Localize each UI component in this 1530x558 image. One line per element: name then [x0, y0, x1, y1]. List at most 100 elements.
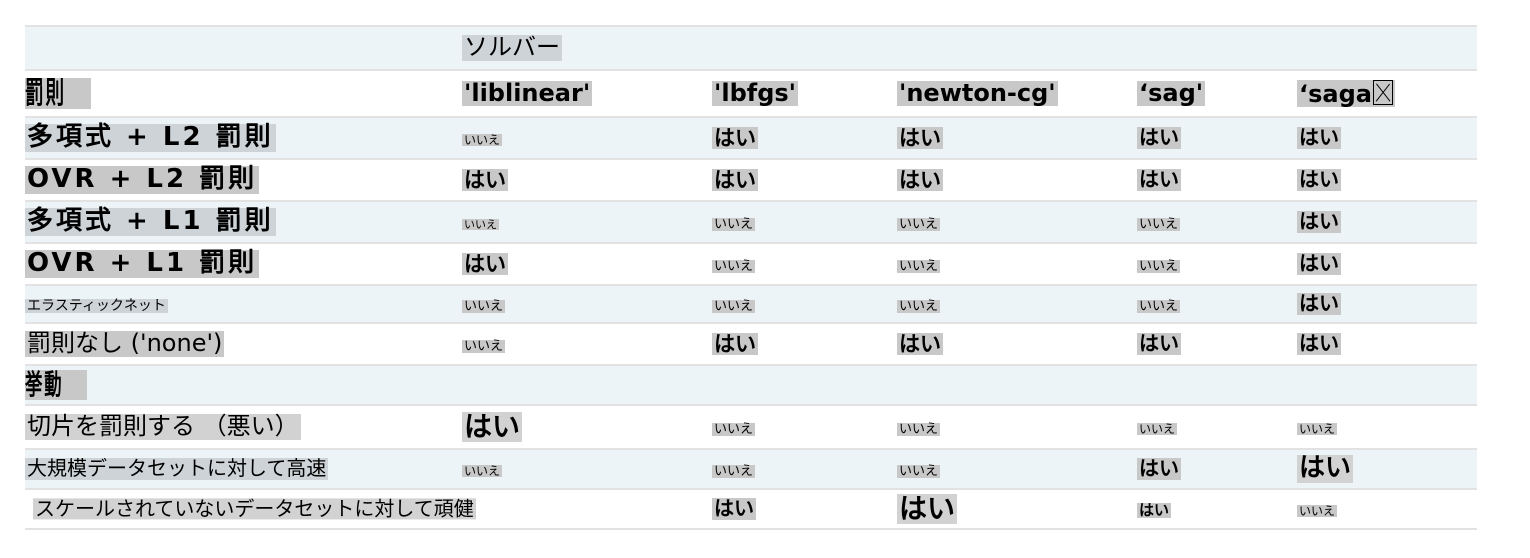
- value-cell-liblinear: [462, 488, 712, 530]
- value-cell-newton-cg: はい: [897, 158, 1137, 201]
- cell-value: はい: [712, 331, 758, 356]
- cell-value: いいえ: [462, 298, 506, 314]
- cell-value: いいえ: [462, 132, 503, 147]
- value-cell-sag: いいえ: [1137, 242, 1297, 285]
- table-row: スケールされていないデータセットに対して頑健 はい はい はい いいえ: [25, 488, 1477, 530]
- value-cell-sag: いいえ: [1137, 404, 1297, 449]
- cell-value: はい: [1297, 125, 1341, 150]
- cell-value: はい: [1297, 209, 1341, 234]
- cell-value: いいえ: [462, 463, 503, 478]
- cell-value: いいえ: [897, 258, 941, 274]
- cell-header-sag: ‘sag': [1137, 69, 1297, 117]
- value-cell-sag: はい: [1137, 488, 1297, 530]
- value-cell-sag: はい: [1137, 116, 1297, 159]
- column-header-saga: ‘saga: [1297, 79, 1396, 108]
- value-cell-liblinear: はい: [462, 158, 712, 201]
- row-label: 罰則なし ('none'): [25, 329, 225, 358]
- row-label: スケールされていないデータセットに対して頑健: [33, 496, 476, 521]
- section-heading-behavior: 挙動: [25, 370, 64, 400]
- cell-value: はい: [897, 331, 943, 356]
- cell-value: いいえ: [462, 217, 499, 231]
- value-cell-saga: はい: [1297, 448, 1477, 489]
- column-header-lbfgs: 'lbfgs': [712, 78, 799, 107]
- cell-value: はい: [1137, 331, 1181, 356]
- cell-blank-0-2: [712, 25, 897, 70]
- table-row-column-headers: 罰則 'liblinear' 'lbfgs' 'newton-cg' ‘sag'…: [25, 69, 1477, 117]
- cell-value: はい: [462, 410, 523, 444]
- cell-value: はい: [1137, 125, 1181, 150]
- value-cell-sag: はい: [1137, 448, 1297, 489]
- row-label: 多項式 + L1 罰則: [25, 206, 276, 237]
- row-label: エラスティックネット: [25, 297, 168, 314]
- row-label: 大規模データセットに対して高速: [25, 456, 329, 481]
- value-cell-sag: はい: [1137, 322, 1297, 365]
- value-cell-saga: はい: [1297, 116, 1477, 159]
- row-label-cell: エラスティックネット: [25, 284, 462, 323]
- cell-value: いいえ: [1137, 421, 1178, 436]
- cell-empty-corner: [25, 25, 462, 70]
- row-label-cell: 多項式 + L1 罰則: [25, 200, 462, 243]
- cell-value: いいえ: [897, 298, 941, 314]
- value-cell-newton-cg: いいえ: [897, 404, 1137, 449]
- cell-header-row-label: 罰則: [25, 69, 462, 117]
- cell-blank-0-4: [1137, 25, 1297, 70]
- table-row: 多項式 + L1 罰則 いいえ いいえ いいえ いいえ はい: [25, 200, 1477, 243]
- value-cell-sag: いいえ: [1137, 284, 1297, 323]
- cell-value: はい: [1297, 453, 1354, 484]
- value-cell-liblinear: はい: [462, 404, 712, 449]
- solver-group-label: ソルバー: [462, 33, 562, 62]
- cell-blank-8-2: [712, 364, 897, 405]
- value-cell-liblinear: いいえ: [462, 200, 712, 243]
- value-cell-saga: はい: [1297, 284, 1477, 323]
- table-row: 罰則なし ('none') いいえ はい はい はい はい: [25, 322, 1477, 365]
- cell-blank-8-1: [462, 364, 712, 405]
- value-cell-newton-cg: はい: [897, 488, 1137, 530]
- table-row-solver-group: ソルバー: [25, 25, 1477, 70]
- cell-value: いいえ: [462, 338, 506, 354]
- value-cell-liblinear: いいえ: [462, 448, 712, 489]
- value-cell-liblinear: いいえ: [462, 322, 712, 365]
- row-label: 多項式 + L2 罰則: [25, 122, 276, 153]
- table-row: 切片を罰則する （悪い） はい いいえ いいえ いいえ いいえ: [25, 404, 1477, 449]
- value-cell-newton-cg: はい: [897, 116, 1137, 159]
- row-label-cell: 大規模データセットに対して高速: [25, 448, 462, 489]
- cell-blank-8-4: [1137, 364, 1297, 405]
- cell-value: はい: [897, 492, 958, 526]
- value-cell-lbfgs: いいえ: [712, 242, 897, 285]
- cell-value: いいえ: [897, 463, 941, 479]
- value-cell-lbfgs: いいえ: [712, 200, 897, 243]
- cell-value: いいえ: [712, 216, 756, 232]
- row-label: OVR + L1 罰則: [25, 248, 260, 279]
- value-cell-liblinear: はい: [462, 242, 712, 285]
- row-label-cell: 罰則なし ('none'): [25, 322, 462, 365]
- cell-value: いいえ: [712, 463, 756, 479]
- value-cell-lbfgs: はい: [712, 158, 897, 201]
- comparison-table-container: ソルバー 罰則 'liblinear' 'lbfgs': [25, 25, 1477, 530]
- value-cell-saga: はい: [1297, 242, 1477, 285]
- cell-value: はい: [1297, 251, 1341, 276]
- column-header-sag: ‘sag': [1137, 78, 1206, 107]
- value-cell-newton-cg: いいえ: [897, 200, 1137, 243]
- cell-value: はい: [897, 167, 943, 192]
- column-header-newton-cg: 'newton-cg': [897, 78, 1058, 107]
- cell-value: いいえ: [712, 421, 756, 437]
- value-cell-lbfgs: いいえ: [712, 448, 897, 489]
- table-row: OVR + L2 罰則 はい はい はい はい はい: [25, 158, 1477, 201]
- cell-header-saga: ‘saga: [1297, 69, 1477, 117]
- cell-header-lbfgs: 'lbfgs': [712, 69, 897, 117]
- row-label-cell: スケールされていないデータセットに対して頑健: [25, 488, 476, 530]
- cell-value: はい: [712, 167, 758, 192]
- table-row: 多項式 + L2 罰則 いいえ はい はい はい はい: [25, 116, 1477, 159]
- column-header-liblinear: 'liblinear': [462, 78, 593, 107]
- cell-value: いいえ: [712, 298, 756, 314]
- value-cell-sag: いいえ: [1137, 200, 1297, 243]
- cell-header-liblinear: 'liblinear': [462, 69, 712, 117]
- cell-value: いいえ: [897, 216, 941, 232]
- value-cell-lbfgs: いいえ: [712, 284, 897, 323]
- value-cell-lbfgs: いいえ: [712, 404, 897, 449]
- cell-solver-group-label: ソルバー: [462, 25, 712, 70]
- cell-blank-8-3: [897, 364, 1137, 405]
- cell-value: いいえ: [897, 421, 941, 437]
- table-row: エラスティックネット いいえ いいえ いいえ いいえ はい: [25, 284, 1477, 323]
- cell-value: はい: [1137, 167, 1181, 192]
